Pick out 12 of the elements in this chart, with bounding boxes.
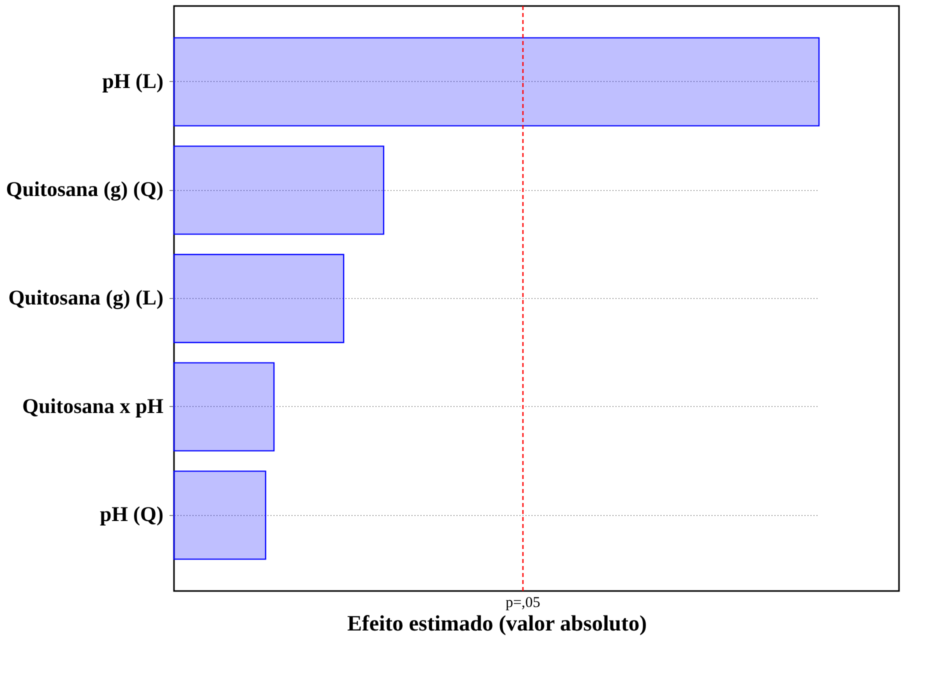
- bar: [173, 254, 344, 344]
- y-tick-label: Quitosana (g) (Q): [6, 177, 164, 202]
- bar: [173, 37, 820, 126]
- bar: [173, 362, 275, 452]
- y-tick-label: pH (L): [102, 68, 164, 93]
- bar: [173, 146, 384, 235]
- bar: [173, 470, 266, 560]
- y-tick-label: Quitosana x pH: [22, 394, 164, 418]
- ref-line-label: p=,05: [506, 595, 540, 611]
- y-tick-label: Quitosana (g) (L): [8, 286, 164, 310]
- y-tick-label: pH (Q): [100, 502, 164, 526]
- x-axis-title: Efeito estimado (valor absoluto): [347, 610, 647, 636]
